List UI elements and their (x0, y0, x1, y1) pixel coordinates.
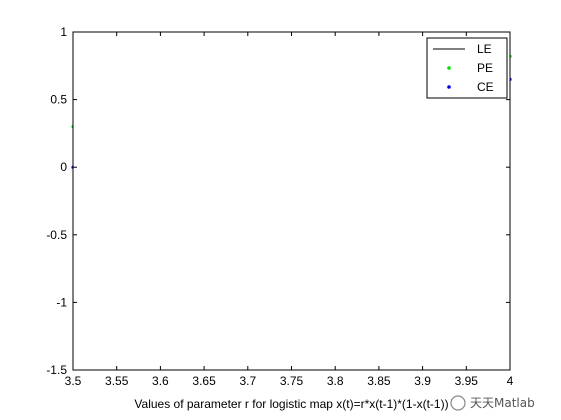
legend-box (426, 37, 508, 99)
watermark-text: 天天Matlab (470, 396, 535, 410)
legend-swatch-pe (447, 66, 451, 70)
x-tick-label: 3.6 (152, 374, 169, 388)
x-tick-label: 3.75 (280, 374, 304, 388)
x-tick-label: 3.85 (367, 374, 391, 388)
x-axis-label: Values of parameter r for logistic map x… (134, 397, 448, 411)
y-tick-label: 1 (60, 25, 67, 39)
x-tick-label: 3.95 (455, 374, 479, 388)
x-tick-label: 3.7 (239, 374, 256, 388)
legend-label-le: LE (477, 42, 492, 56)
x-tick-label: 3.9 (414, 374, 431, 388)
x-tick-label: 3.5 (65, 374, 82, 388)
legend-label-pe: PE (477, 61, 493, 75)
legend-swatch-ce (447, 85, 451, 89)
x-tick-label: 3.8 (327, 374, 344, 388)
legend-label-ce: CE (477, 80, 494, 94)
y-tick-label: -1 (56, 295, 67, 309)
watermark-logo-icon (450, 395, 466, 411)
x-tick-label: 3.55 (105, 374, 129, 388)
y-tick-label: 0 (60, 160, 67, 174)
y-tick-label: 0.5 (50, 93, 67, 107)
y-tick-label: -1.5 (46, 363, 67, 377)
x-tick-label: 3.65 (192, 374, 216, 388)
x-tick-label: 4 (507, 374, 514, 388)
legend: LE PE CE (426, 37, 508, 99)
watermark: 天天Matlab (450, 395, 535, 411)
y-tick-label: -0.5 (46, 228, 67, 242)
